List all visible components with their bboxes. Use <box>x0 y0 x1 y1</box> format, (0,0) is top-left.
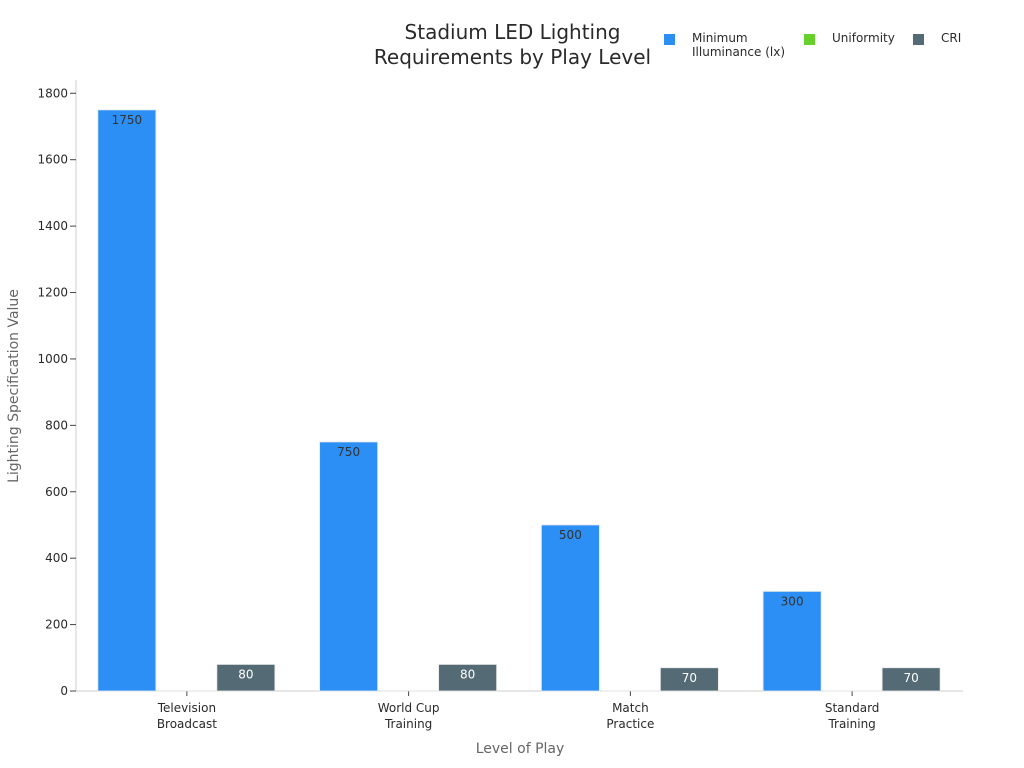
x-tick-label-line: World Cup <box>377 701 440 715</box>
bar <box>216 664 276 692</box>
x-tick-label-line: Standard <box>824 701 880 715</box>
y-tick-label: 200 <box>45 618 68 632</box>
chart-title-line-1: Stadium LED Lighting <box>404 20 621 44</box>
y-tick-label: 400 <box>45 551 68 565</box>
data-label: 500 <box>559 528 582 542</box>
bar <box>659 667 719 692</box>
legend-swatch-minimum-illuminance <box>664 34 675 45</box>
data-label: 80 <box>460 667 475 681</box>
x-tick-label-line: Training <box>828 717 876 731</box>
legend-swatch-uniformity <box>804 34 815 45</box>
y-tick-label: 1800 <box>37 86 68 100</box>
x-tick-label-line: Practice <box>606 717 655 731</box>
x-tick-label-line: Match <box>612 701 649 715</box>
bar <box>762 590 822 692</box>
x-tick-label: Match Practice <box>570 700 690 732</box>
y-tick-label: 800 <box>45 418 68 432</box>
data-label: 750 <box>337 445 360 459</box>
legend-label-uniformity: Uniformity <box>832 31 895 45</box>
legend-label-line: Minimum <box>692 31 748 45</box>
data-label: 80 <box>238 667 253 681</box>
chart-title-line-2: Requirements by Play Level <box>373 45 652 69</box>
bar <box>97 109 157 692</box>
chart-title: Stadium LED Lighting Requirements by Pla… <box>340 20 685 70</box>
x-tick-label: Television Broadcast <box>127 700 247 732</box>
data-label: 70 <box>682 671 697 685</box>
bar <box>319 441 379 692</box>
legend-swatch-cri <box>913 34 924 45</box>
y-tick-label: 1200 <box>37 286 68 300</box>
bar <box>881 667 941 692</box>
legend-label-cri: CRI <box>941 31 962 45</box>
y-tick-label: 600 <box>45 485 68 499</box>
data-label: 300 <box>781 594 804 608</box>
x-tick-label: Standard Training <box>792 700 912 732</box>
x-tick-label: World Cup Training <box>349 700 469 732</box>
y-tick-label: 1000 <box>37 352 68 366</box>
bar <box>540 524 600 692</box>
x-axis-label: Level of Play <box>475 741 565 757</box>
data-label: 70 <box>903 671 918 685</box>
y-tick-label: 1600 <box>37 153 68 167</box>
legend-label-line: Illuminance (lx) <box>692 45 785 59</box>
y-tick-label: 0 <box>60 684 68 698</box>
x-tick-label-line: Broadcast <box>156 717 217 731</box>
x-tick-label-line: Television <box>157 701 217 715</box>
bar <box>438 664 498 692</box>
x-tick-label-line: Training <box>384 717 433 731</box>
y-tick-label: 1400 <box>37 219 68 233</box>
legend-label-minimum-illuminance: Minimum Illuminance (lx) <box>692 31 785 59</box>
data-label: 1750 <box>112 113 143 127</box>
y-axis-label: Lighting Specification Value <box>6 289 22 483</box>
